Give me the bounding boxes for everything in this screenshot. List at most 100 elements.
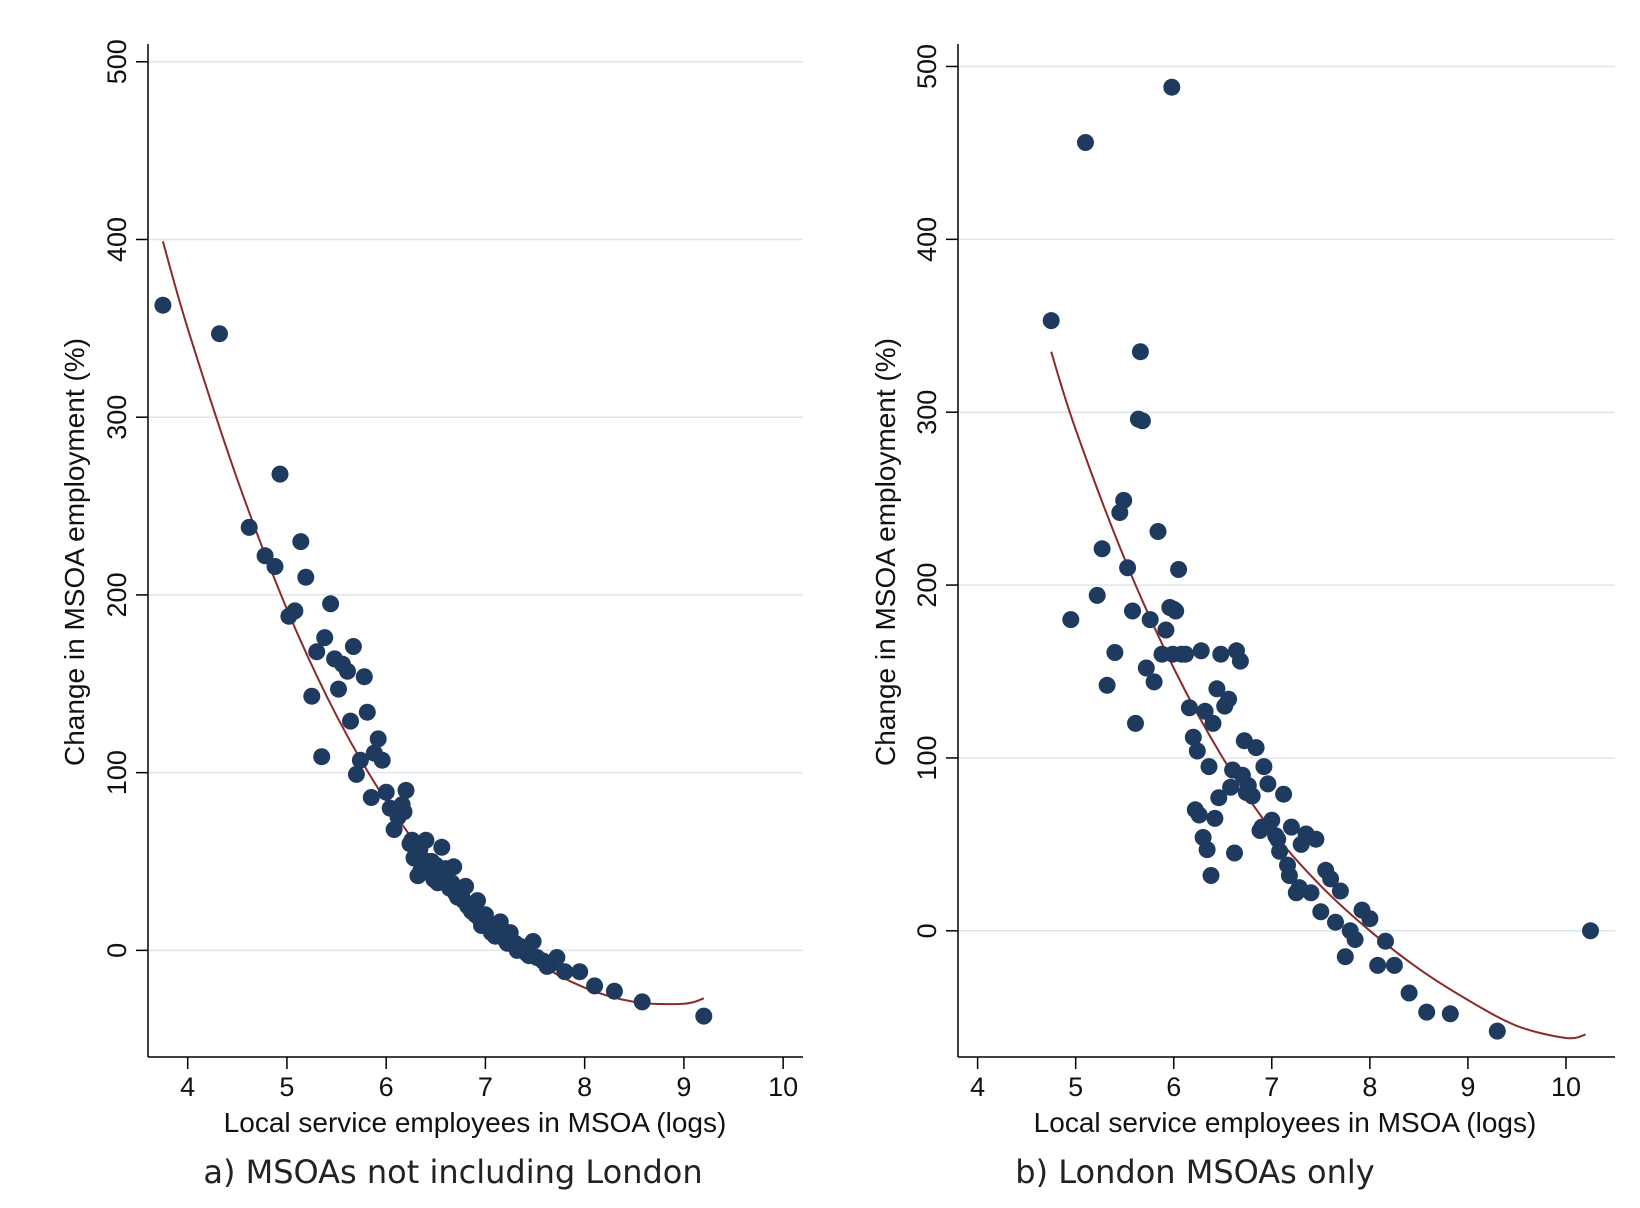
chart-panel-b: 4 5 6 7 8 9 10 0 100 200 300 400 500 Local service … — [870, 44, 1615, 1191]
panel-a-data-point — [369, 730, 387, 748]
panel-b-data-point — [1369, 956, 1387, 974]
panel-b-data-point — [1418, 1003, 1436, 1021]
panel-b-data-point — [1385, 956, 1403, 974]
panel-b-fit-line — [1050, 351, 1586, 1040]
panel-b-data-point — [1247, 739, 1265, 757]
panel-b-x-tick-label: 10 — [1551, 1072, 1581, 1102]
panel-a-data-point — [373, 751, 391, 769]
panel-b-data-point — [1131, 343, 1149, 361]
panel-b-gridlines — [958, 65, 1615, 932]
panel-a-caption: a) MSOAs not including London — [203, 1153, 702, 1191]
panel-a-x-tick-label: 6 — [379, 1072, 394, 1102]
panel-a-data-point — [377, 783, 395, 801]
panel-a-x-tick-label: 4 — [180, 1072, 195, 1102]
panel-b-data-point — [1196, 702, 1214, 720]
panel-a-y-tick-label: 300 — [102, 395, 132, 440]
panel-a-data-point — [571, 963, 589, 981]
panel-b-data-point — [1488, 1022, 1506, 1040]
panel-b-data-point — [1088, 586, 1106, 604]
panel-a-y-tick-label: 400 — [102, 217, 132, 262]
panel-a-data-point — [397, 781, 415, 799]
panel-a-data-point — [695, 1007, 713, 1025]
panel-b-x-tick-label: 6 — [1166, 1072, 1181, 1102]
panel-a-data-point — [154, 296, 172, 314]
panel-b-data-point — [1222, 778, 1240, 796]
panel-b-data-point — [1145, 673, 1163, 691]
panel-b-data-point — [1127, 714, 1144, 732]
panel-a-data-point — [342, 712, 359, 730]
panel-b-x-ticks: 4 5 6 7 8 9 10 — [970, 1057, 1581, 1102]
panel-b-y-tick-label: 500 — [912, 44, 942, 89]
panel-b-data-point — [1141, 611, 1159, 629]
panel-a-data-point — [433, 838, 451, 856]
panel-b-data-point — [1200, 758, 1218, 776]
panel-b-data-point — [1190, 806, 1208, 824]
panel-b-x-tick-label: 4 — [970, 1072, 985, 1102]
panel-b-data-point — [1361, 910, 1379, 928]
panel-b-data-point — [1124, 602, 1141, 620]
panel-a-data-point — [316, 629, 334, 647]
panel-b-data-point — [1377, 932, 1394, 950]
panel-b-data-point — [1226, 844, 1243, 862]
panel-b-data-point — [1307, 830, 1325, 848]
panel-b-y-tick-label: 300 — [912, 390, 942, 435]
panel-a-data-point — [322, 595, 340, 613]
panel-a-data-point — [303, 687, 321, 705]
panel-a-data-point — [339, 662, 356, 680]
panel-a-data-point — [538, 957, 556, 975]
chart-panel-a: 4 5 6 7 8 9 10 0 100 200 300 400 500 Local service … — [59, 39, 803, 1191]
panel-a-y-tick-label: 100 — [102, 750, 132, 795]
panel-b-data-point — [1336, 948, 1354, 966]
panel-a-data-point — [297, 568, 315, 586]
panel-a-x-axis-title: Local service employees in MSOA (logs) — [224, 1107, 727, 1138]
panel-a-data-point — [286, 602, 304, 620]
panel-b-y-tick-label: 100 — [912, 735, 942, 780]
panel-a-y-tick-label: 500 — [102, 39, 132, 84]
panel-a-x-tick-label: 8 — [577, 1072, 592, 1102]
panel-b-data-point — [1042, 312, 1060, 330]
panel-b-data-point — [1180, 699, 1198, 717]
panel-b-data-point — [1322, 870, 1340, 888]
panel-b-y-tick-label: 200 — [912, 563, 942, 608]
panel-a-data-point — [211, 325, 228, 343]
panel-b-data-point — [1210, 789, 1228, 807]
panel-a-data-point — [586, 977, 604, 995]
panel-b-data-point — [1188, 742, 1206, 760]
panel-a-data-point — [395, 803, 413, 821]
panel-a-data-point — [256, 547, 274, 565]
panel-a-x-tick-label: 5 — [279, 1072, 294, 1102]
panel-b-data-point — [1331, 882, 1349, 900]
panel-b-data-point — [1269, 830, 1287, 848]
panel-b-data-point — [1441, 1005, 1459, 1023]
panel-b-data-point — [1198, 841, 1216, 859]
panel-b-x-tick-label: 9 — [1460, 1072, 1475, 1102]
panel-b-data-point — [1327, 913, 1344, 931]
panel-a-data-point — [292, 533, 310, 551]
panel-b-data-point — [1237, 784, 1255, 801]
panel-b-y-tick-label: 400 — [912, 217, 942, 262]
panel-b-data-point — [1275, 785, 1293, 803]
panel-a-y-tick-label: 0 — [102, 943, 132, 958]
panel-a-data-point — [308, 643, 326, 661]
panel-b-x-tick-label: 7 — [1264, 1072, 1279, 1102]
panel-b-data-point — [1212, 645, 1230, 663]
panel-b-data-point — [1184, 728, 1202, 746]
panel-b-x-axis-title: Local service employees in MSOA (logs) — [1034, 1107, 1537, 1138]
panel-a-data-point — [524, 933, 542, 950]
panel-a-y-ticks: 0 100 200 300 400 500 — [102, 39, 148, 958]
panel-b-data-point — [1149, 523, 1167, 540]
panel-a-data-point — [330, 680, 347, 698]
panel-b-data-point — [1233, 766, 1251, 784]
panel-b-data-point — [1204, 714, 1222, 732]
panel-b-axes — [957, 44, 1615, 1058]
panel-b-data-point — [1119, 559, 1137, 577]
panel-a-data-point — [411, 840, 429, 858]
panel-b-data-point — [1062, 611, 1080, 629]
panel-a-data-point — [344, 638, 362, 655]
panel-a-data-point — [605, 982, 623, 1000]
panel-b-data-point — [1400, 984, 1418, 1002]
panel-b-data-point — [1157, 621, 1175, 639]
panel-a-data-point — [351, 751, 369, 769]
panel-b-y-tick-label: 0 — [912, 923, 942, 938]
